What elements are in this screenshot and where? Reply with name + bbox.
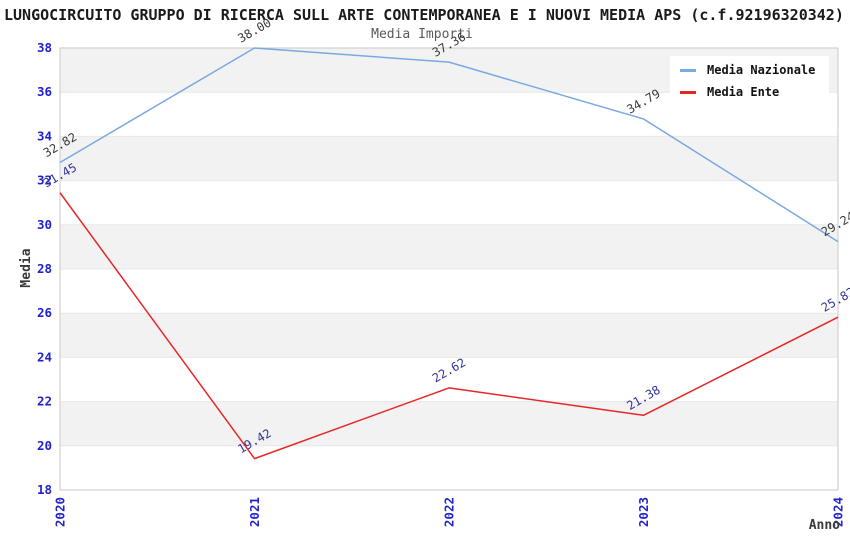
series-line: [59, 192, 839, 460]
y-tick-label: 28: [37, 261, 52, 276]
legend-label: Media Nazionale: [707, 63, 816, 77]
y-tick-label: 38: [37, 40, 52, 55]
legend-swatch-blue-line-icon: [680, 68, 696, 72]
y-tick-label: 26: [37, 305, 52, 320]
data-point-label: 25.82: [819, 285, 850, 315]
plot-band: [60, 313, 838, 358]
plot-band: [60, 401, 838, 446]
legend-item-media-nazionale: Media Nazionale: [680, 63, 815, 77]
plot-border: [59, 47, 839, 491]
y-tick-label: 34: [37, 128, 52, 143]
legend-swatch-red-line-icon: [680, 90, 696, 94]
x-tick-label: 2021: [247, 497, 262, 527]
plot-band: [60, 136, 838, 181]
legend: Media Nazionale Media Ente: [670, 56, 830, 108]
y-tick-label: 30: [37, 217, 52, 232]
y-tick-label: 32: [37, 173, 52, 188]
legend-item-media-ente: Media Ente: [680, 85, 815, 99]
data-point-label: 22.62: [430, 355, 468, 385]
y-tick-label: 18: [37, 482, 52, 497]
y-tick-label: 22: [37, 394, 52, 409]
y-axis-title: Media: [19, 248, 34, 288]
plot-band: [60, 224, 838, 269]
x-tick-label: 2023: [636, 497, 651, 527]
data-point-label: 38.00: [235, 15, 273, 45]
series-line: [59, 47, 839, 243]
chart-subtitle: Media Importi: [371, 27, 473, 42]
legend-label: Media Ente: [707, 85, 780, 99]
chart-title: LUNGOCIRCUITO GRUPPO DI RICERCA SULL ART…: [4, 6, 844, 24]
x-axis-title: Anno: [808, 518, 840, 533]
y-tick-label: 36: [37, 84, 52, 99]
y-tick-label: 24: [37, 349, 52, 364]
x-tick-label: 2024: [831, 497, 846, 527]
y-tick-label: 20: [37, 438, 52, 453]
x-tick-label: 2022: [442, 497, 457, 527]
x-tick-label: 2020: [53, 497, 68, 527]
